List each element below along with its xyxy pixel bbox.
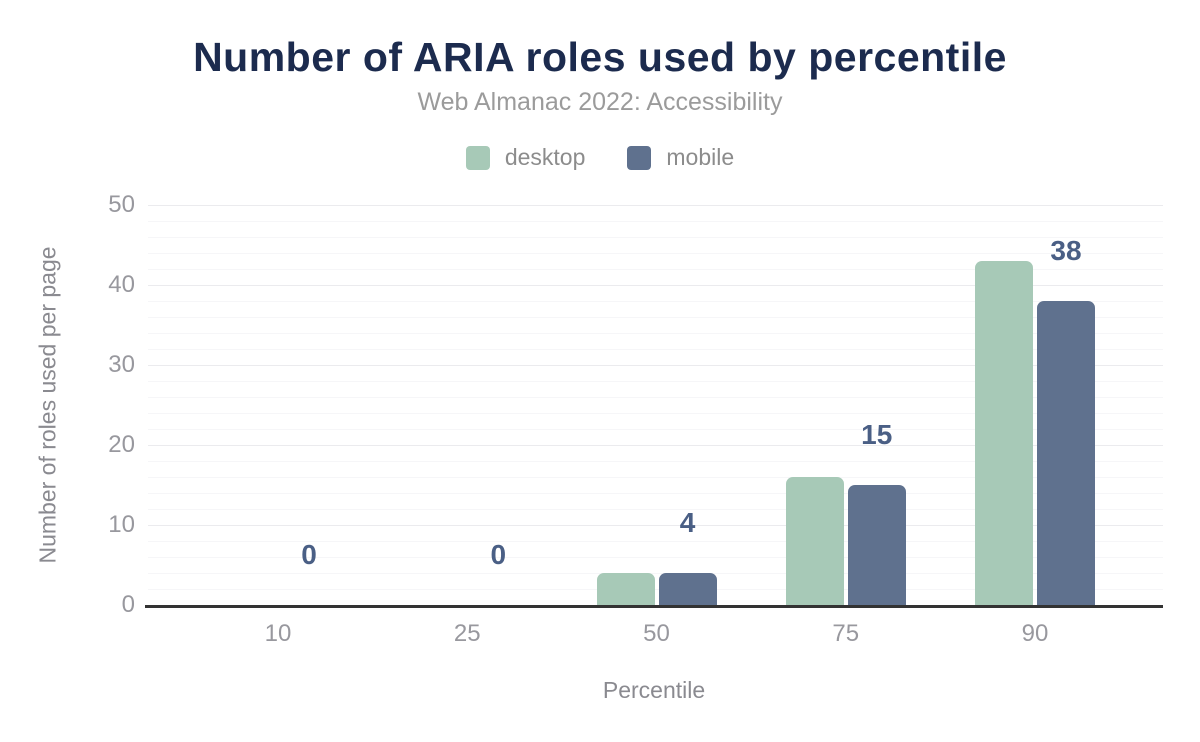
minor-gridline [148,557,1163,558]
x-axis-title: Percentile [602,677,706,703]
minor-gridline [148,461,1163,462]
bar-mobile-p50 [658,573,717,605]
y-tick-label-30: 30 [108,351,135,378]
chart-subtitle: Web Almanac 2022: Accessibility [417,88,783,116]
major-gridline [148,525,1163,526]
y-tick-label-10: 10 [108,511,135,538]
legend-swatch-desktop [465,145,490,170]
chart-title: Number of ARIA roles used by percentile [193,34,1007,80]
minor-gridline [148,237,1163,238]
minor-gridline [148,381,1163,382]
minor-gridline [148,301,1163,302]
legend-label-desktop: desktop [504,144,586,170]
minor-gridline [148,317,1163,318]
minor-gridline [148,589,1163,590]
major-gridline [148,205,1163,206]
y-tick-label-50: 50 [108,191,135,218]
bar-desktop-p50 [596,573,655,605]
minor-gridline [148,269,1163,270]
bar-desktop-p75 [785,477,844,605]
data-label-p50: 4 [679,507,696,538]
legend-swatch-mobile [627,145,652,170]
major-gridline [148,365,1163,366]
minor-gridline [148,509,1163,510]
data-label-p75: 15 [861,419,893,450]
legend-item-desktop: desktop [465,144,586,171]
minor-gridline [148,493,1163,494]
minor-gridline [148,541,1163,542]
minor-gridline [148,477,1163,478]
minor-gridline [148,349,1163,350]
major-gridline [148,445,1163,446]
x-tick-label-90: 90 [1021,620,1049,647]
major-gridline [148,285,1163,286]
legend-label-mobile: mobile [666,144,735,170]
minor-gridline [148,253,1163,254]
data-label-p10: 0 [301,539,317,570]
minor-gridline [148,413,1163,414]
y-tick-label-40: 40 [108,271,135,298]
minor-gridline [148,573,1163,574]
plot-area: 0 0 4 15 38 [145,205,1163,608]
chart-legend: desktop mobile [0,144,1200,171]
data-label-p90: 38 [1050,235,1082,266]
bar-mobile-p90 [1037,301,1095,605]
x-tick-label-50: 50 [643,620,670,647]
bar-desktop-p90 [975,261,1033,605]
data-label-p25: 0 [490,539,507,570]
bar-mobile-p75 [847,485,906,605]
minor-gridline [148,429,1163,430]
minor-gridline [148,397,1163,398]
minor-gridline [148,333,1163,334]
x-tick-label-25: 25 [453,620,481,647]
x-tick-label-75: 75 [832,620,860,647]
minor-gridline [148,221,1163,222]
y-tick-label-20: 20 [108,431,135,458]
legend-item-mobile: mobile [627,144,734,171]
x-tick-label-10: 10 [264,620,292,647]
y-tick-label-0: 0 [121,591,135,618]
